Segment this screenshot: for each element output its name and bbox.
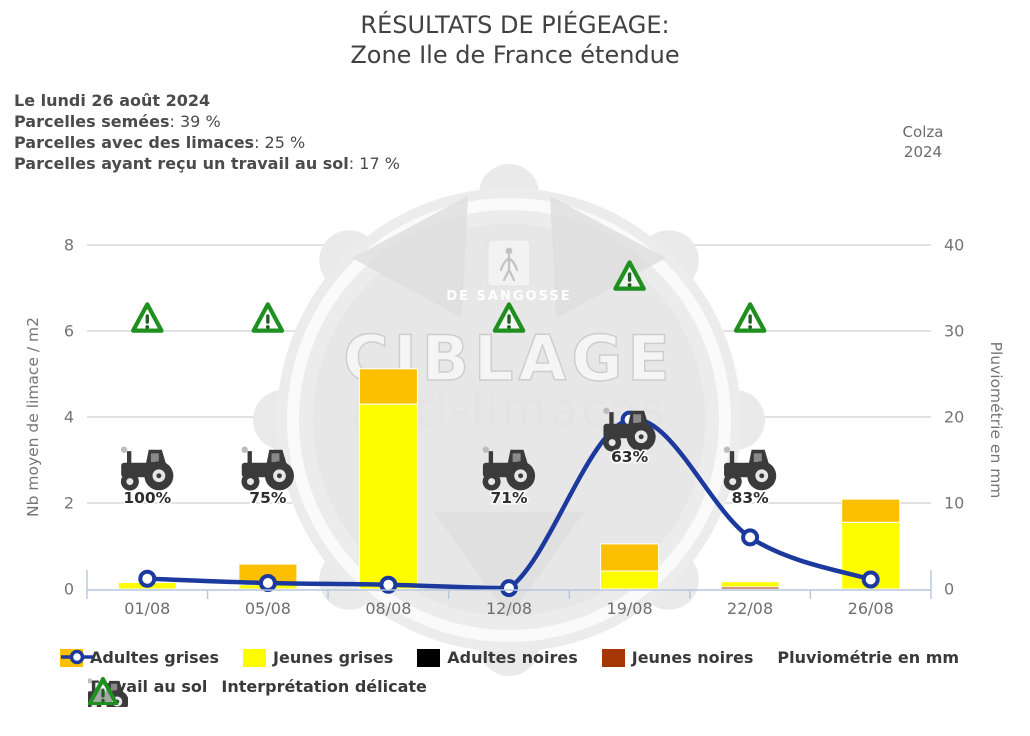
tillage-marker: 63%	[603, 407, 656, 468]
left-tick-label: 2	[64, 494, 74, 513]
rain-point-marker	[861, 570, 880, 589]
legend-label: Pluviométrie en mm	[777, 648, 960, 667]
tillage-percent: 100%	[123, 489, 171, 507]
warning-triangle-icon	[492, 302, 526, 333]
legend-label: Jeunes grises	[273, 648, 394, 667]
page-title: RÉSULTATS DE PIÉGEAGE: Zone Ile de Franc…	[0, 10, 1030, 70]
warning-triangle-icon	[251, 302, 285, 333]
warning-legend-icon	[88, 677, 118, 705]
legend-row-2: Travail au sol Interprétation délicate	[88, 677, 988, 707]
bar-series	[117, 368, 901, 590]
bar-segment	[358, 403, 418, 590]
bar-segment	[600, 543, 660, 572]
bar-segment	[358, 368, 418, 405]
warning-markers	[131, 260, 767, 333]
x-tick-label: 05/08	[245, 599, 291, 618]
info-stat-slugs: Parcelles avec des limaces: 25 %	[14, 133, 306, 152]
legend-item: Interprétation délicate	[88, 677, 427, 705]
warning-triangle-icon	[733, 302, 767, 333]
legend-swatch-icon	[243, 648, 267, 667]
tillage-markers: 100% 75% 71% 63% 83%	[120, 407, 777, 509]
legend-label: Jeunes noires	[631, 648, 754, 667]
rain-point-marker	[258, 574, 277, 592]
warning-triangle-icon	[131, 302, 164, 333]
info-date: Le lundi 26 août 2024	[14, 91, 211, 110]
x-tick-label: 22/08	[727, 599, 773, 618]
legend-label: Interprétation délicate	[221, 677, 427, 696]
legend-label: Adultes noires	[447, 648, 578, 667]
tractor-icon	[603, 407, 656, 452]
tillage-percent: 83%	[732, 489, 770, 507]
x-tick-label: 01/08	[124, 599, 170, 618]
rain-point-marker	[741, 528, 760, 547]
tillage-percent: 71%	[490, 489, 528, 507]
title-line-1: RÉSULTATS DE PIÉGEAGE:	[360, 11, 670, 39]
info-stat-sown: Parcelles semées: 39 %	[14, 112, 221, 131]
warning-triangle-icon	[613, 260, 646, 291]
bar-segment	[720, 581, 780, 588]
rain-point-marker	[138, 569, 157, 588]
bar-segment	[600, 570, 660, 590]
rain-point-marker	[500, 579, 518, 598]
tillage-marker: 83%	[723, 446, 777, 509]
left-tick-label: 4	[64, 408, 74, 427]
left-axis: 0 2 4 6 8 Nb moyen de limace / m2	[24, 236, 74, 599]
left-tick-label: 0	[64, 580, 74, 599]
tillage-marker: 75%	[241, 446, 294, 509]
rain-point-marker	[379, 575, 398, 594]
legend-swatch-icon	[417, 648, 441, 667]
legend-swatch-icon	[601, 648, 625, 667]
tractor-icon	[723, 446, 777, 491]
right-tick-label: 20	[944, 408, 964, 427]
tillage-marker: 71%	[482, 446, 536, 509]
bar-segment	[841, 498, 901, 523]
right-tick-label: 40	[944, 236, 964, 255]
right-tick-label: 10	[944, 494, 964, 513]
warning-triangle-icon	[88, 677, 118, 705]
legend-row-1: Adultes grises Jeunes grises Adultes noire…	[60, 648, 1020, 667]
left-tick-label: 6	[64, 322, 74, 341]
x-axis: 01/08 05/08 08/08 12/08 19/08 22/08 26/08	[86, 570, 932, 618]
x-tick-label: 12/08	[486, 599, 532, 618]
rain-line-legend-icon	[61, 649, 93, 665]
rain-line-series	[138, 410, 880, 598]
tractor-icon	[482, 446, 536, 491]
right-axis: 0 10 20 30 40 Pluviométrie en mm	[944, 236, 1005, 599]
x-tick-label: 08/08	[365, 599, 411, 618]
info-block: Le lundi 26 août 2024 Parcelles semées: …	[14, 90, 400, 174]
right-tick-label: 30	[944, 322, 964, 341]
legend-item: Pluviométrie en mm	[61, 648, 960, 667]
tillage-percent: 75%	[249, 489, 287, 507]
title-line-2: Zone Ile de France étendue	[350, 41, 680, 69]
right-tick-label: 0	[944, 580, 954, 599]
tractor-icon	[241, 446, 294, 491]
x-tick-label: 19/08	[607, 599, 653, 618]
watermark-brand: DE SANGOSSE	[446, 289, 571, 304]
crop-label: Colza 2024	[902, 123, 944, 161]
tractor-icon	[120, 446, 174, 491]
x-tick-label: 26/08	[848, 599, 894, 618]
desangosse-figure-icon	[499, 247, 519, 282]
legend-label: Adultes grises	[90, 648, 220, 667]
legend-item: Jeunes noires	[601, 648, 754, 667]
left-axis-title: Nb moyen de limace / m2	[24, 317, 42, 517]
legend-item: Jeunes grises	[243, 648, 393, 667]
left-tick-label: 8	[64, 236, 74, 255]
info-stat-tillage: Parcelles ayant reçu un travail au sol: …	[14, 154, 400, 173]
tillage-marker: 100%	[120, 446, 174, 509]
legend-item: Adultes noires	[417, 648, 578, 667]
right-axis-title: Pluviométrie en mm	[987, 342, 1005, 499]
tillage-percent: 63%	[611, 448, 649, 466]
